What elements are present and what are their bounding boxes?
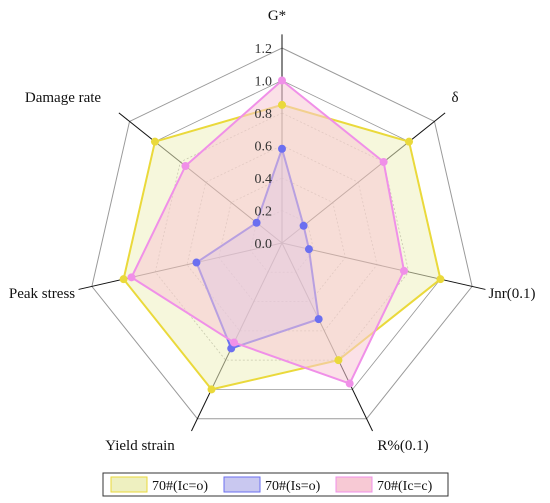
tick-label: 0.8	[255, 107, 273, 122]
data-point	[334, 356, 343, 365]
data-point	[304, 245, 313, 254]
radial-tick-labels: 0.0 0.2 0.4 0.6 0.8 1.0 1.2	[255, 42, 273, 252]
legend-swatch	[110, 476, 148, 493]
data-point	[278, 100, 286, 109]
data-point	[192, 258, 201, 267]
data-point	[230, 338, 239, 347]
grid-ring	[91, 47, 473, 420]
axis-labels: G* δ Jnr(0.1) R%(0.1) Yield strain Peak stres…	[9, 8, 536, 454]
data-point	[252, 218, 261, 227]
data-point	[405, 137, 414, 146]
radar-series	[119, 76, 445, 394]
legend-swatch	[335, 476, 373, 493]
data-point	[278, 76, 286, 85]
axis-label: δ	[451, 90, 458, 106]
data-point	[436, 275, 445, 284]
data-point	[278, 144, 286, 153]
axis-label: Damage rate	[25, 90, 102, 106]
data-point	[379, 157, 388, 166]
data-point	[207, 385, 216, 394]
legend-label: 70#(Is=o)	[265, 479, 321, 494]
axis-label: Jnr(0.1)	[488, 286, 535, 302]
tick-label: 1.0	[255, 75, 273, 90]
legend-label: 70#(Ic=c)	[377, 479, 433, 494]
data-point	[399, 266, 408, 275]
data-point	[299, 221, 308, 230]
data-point	[314, 315, 323, 324]
tick-label: 0.2	[255, 205, 273, 220]
data-point	[119, 275, 128, 284]
data-point	[181, 161, 190, 170]
axis-label: Peak stress	[9, 286, 75, 302]
tick-label: 0.4	[255, 172, 273, 187]
axis-label: R%(0.1)	[377, 438, 428, 454]
legend-label: 70#(Ic=o)	[152, 479, 208, 494]
data-point	[127, 273, 136, 282]
axis-label: Yield strain	[105, 438, 175, 454]
data-point	[345, 379, 354, 388]
tick-label: 0.0	[255, 237, 273, 252]
axis-label: G*	[268, 8, 286, 24]
tick-label: 0.6	[255, 140, 273, 155]
legend: 70#(Ic=o) 70#(Is=o) 70#(Ic=c)	[102, 472, 449, 497]
tick-label: 1.2	[255, 42, 273, 57]
data-point	[150, 137, 159, 146]
series-area	[130, 79, 405, 385]
legend-swatch	[223, 476, 261, 493]
